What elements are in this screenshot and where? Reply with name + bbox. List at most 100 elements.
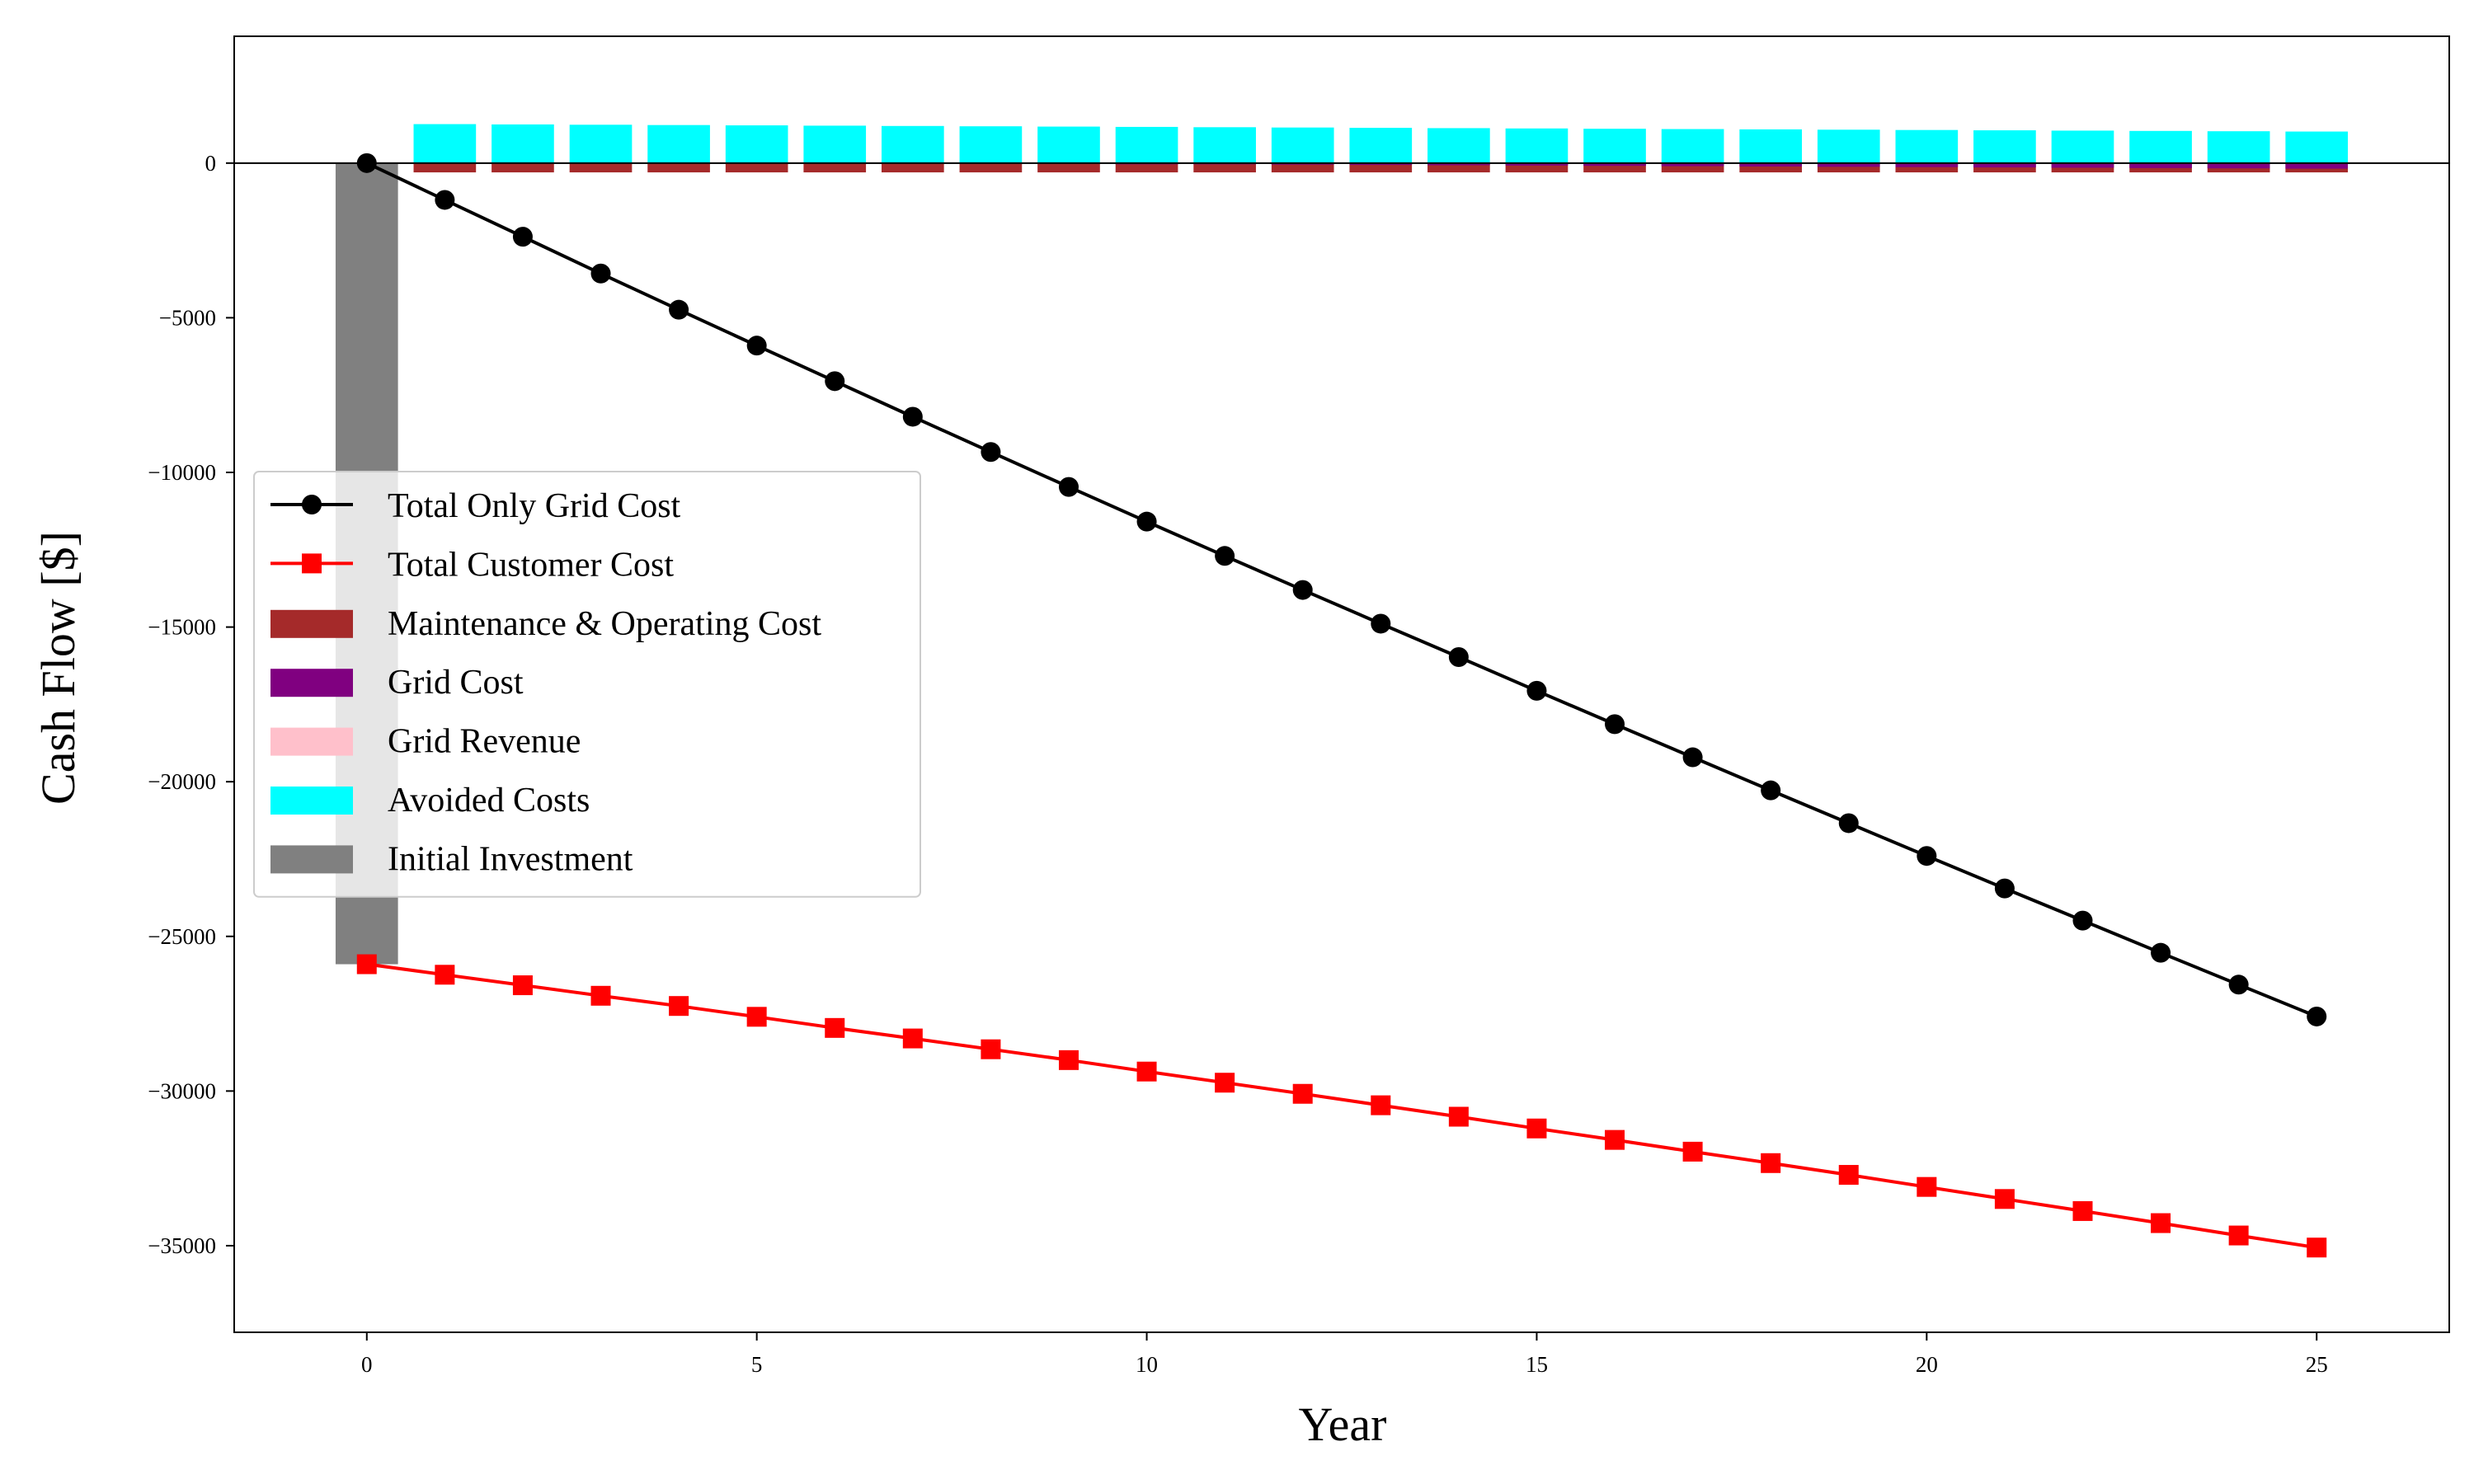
line-series-total-only-grid-cost bbox=[356, 153, 2327, 1026]
bar-grid-cost-year-18 bbox=[1739, 162, 1803, 167]
bar-avoided-costs-year-22 bbox=[2051, 130, 2114, 163]
point-total-only-grid-cost-year-25 bbox=[2307, 1006, 2327, 1026]
point-total-customer-cost-year-14 bbox=[1448, 1106, 1469, 1127]
y-tick-label--35000: −35000 bbox=[148, 1233, 216, 1258]
bar-maintenance-and-operating-cost-year-14 bbox=[1427, 162, 1490, 173]
legend-label: Grid Cost bbox=[388, 664, 524, 702]
point-total-customer-cost-year-1 bbox=[435, 965, 455, 985]
bar-avoided-costs-year-14 bbox=[1427, 128, 1490, 163]
point-total-only-grid-cost-year-18 bbox=[1761, 780, 1781, 801]
point-total-customer-cost-year-16 bbox=[1605, 1129, 1625, 1150]
point-total-only-grid-cost-year-20 bbox=[1917, 846, 1937, 866]
point-total-customer-cost-year-2 bbox=[512, 975, 533, 996]
legend-label: Grid Revenue bbox=[388, 723, 581, 761]
x-tick-label-20: 20 bbox=[1916, 1352, 1938, 1377]
point-total-customer-cost-year-12 bbox=[1292, 1083, 1313, 1104]
bar-maintenance-and-operating-cost-year-10 bbox=[1115, 162, 1178, 173]
y-tick-label--5000: −5000 bbox=[159, 305, 216, 330]
point-total-customer-cost-year-23 bbox=[2151, 1213, 2171, 1233]
legend-marker bbox=[302, 495, 322, 514]
bar-grid-cost-year-24 bbox=[2207, 162, 2270, 169]
bar-avoided-costs-year-5 bbox=[725, 125, 788, 163]
legend-item-grid-revenue: Grid Revenue bbox=[270, 723, 581, 761]
point-total-only-grid-cost-year-16 bbox=[1605, 714, 1625, 735]
point-total-customer-cost-year-5 bbox=[746, 1007, 767, 1027]
legend-label: Initial Investment bbox=[388, 840, 633, 878]
y-tick-label--15000: −15000 bbox=[148, 615, 216, 640]
bar-avoided-costs-year-20 bbox=[1895, 129, 1959, 163]
y-axis-title: Cash Flow [$] bbox=[31, 531, 85, 805]
line-total-customer-cost bbox=[366, 962, 2317, 1250]
legend-item-maintenance-and-operating-cost: Maintenance & Operating Cost bbox=[270, 605, 821, 643]
legend-patch-swatch bbox=[270, 787, 353, 815]
axes: 0 5 10 15 20 25 0 −5000 −10000 −15000 −20000 −25000… bbox=[148, 35, 2450, 1377]
legend-item-avoided-costs: Avoided Costs bbox=[270, 782, 590, 819]
x-tick-label-0: 0 bbox=[361, 1352, 373, 1377]
legend-item-total-only-grid-cost: Total Only Grid Cost bbox=[270, 487, 681, 525]
point-total-customer-cost-year-15 bbox=[1526, 1118, 1547, 1139]
point-total-only-grid-cost-year-11 bbox=[1215, 546, 1235, 566]
point-total-only-grid-cost-year-21 bbox=[1994, 878, 2015, 899]
bar-avoided-costs-year-7 bbox=[881, 125, 944, 163]
point-total-customer-cost-year-7 bbox=[902, 1028, 923, 1049]
point-total-only-grid-cost-year-15 bbox=[1526, 680, 1547, 701]
bar-maintenance-and-operating-cost-year-19 bbox=[1817, 162, 1880, 173]
bar-maintenance-and-operating-cost-year-7 bbox=[881, 162, 944, 173]
legend-label: Avoided Costs bbox=[388, 782, 590, 819]
point-total-customer-cost-year-6 bbox=[825, 1017, 845, 1038]
point-total-only-grid-cost-year-10 bbox=[1136, 511, 1157, 532]
point-total-customer-cost-year-0 bbox=[356, 954, 377, 974]
point-total-customer-cost-year-13 bbox=[1371, 1095, 1391, 1115]
bar-avoided-costs-year-3 bbox=[569, 124, 633, 163]
y-tick-label-0: 0 bbox=[205, 151, 217, 176]
point-total-customer-cost-year-25 bbox=[2307, 1237, 2327, 1258]
point-total-customer-cost-year-17 bbox=[1682, 1141, 1703, 1162]
bar-avoided-costs-year-23 bbox=[2129, 130, 2192, 163]
bar-avoided-costs-year-11 bbox=[1193, 127, 1256, 163]
legend-patch-swatch bbox=[270, 609, 353, 638]
point-total-customer-cost-year-22 bbox=[2072, 1200, 2093, 1221]
bar-avoided-costs-year-16 bbox=[1583, 129, 1646, 163]
bar-grid-cost-year-23 bbox=[2129, 162, 2192, 168]
legend-patch-swatch bbox=[270, 845, 353, 874]
point-total-only-grid-cost-year-12 bbox=[1292, 580, 1313, 600]
bar-maintenance-and-operating-cost-year-12 bbox=[1271, 162, 1334, 173]
point-total-only-grid-cost-year-0 bbox=[356, 153, 377, 173]
legend-patch-swatch bbox=[270, 727, 353, 756]
bar-maintenance-and-operating-cost-year-13 bbox=[1349, 162, 1413, 173]
legend-item-total-customer-cost: Total Customer Cost bbox=[270, 546, 674, 584]
bar-grid-cost-year-19 bbox=[1817, 162, 1880, 167]
point-total-only-grid-cost-year-19 bbox=[1838, 813, 1859, 834]
point-total-only-grid-cost-year-5 bbox=[746, 336, 767, 356]
point-total-only-grid-cost-year-17 bbox=[1682, 747, 1703, 768]
bar-maintenance-and-operating-cost-year-3 bbox=[569, 162, 633, 173]
bar-avoided-costs-year-19 bbox=[1817, 129, 1880, 163]
point-total-customer-cost-year-10 bbox=[1136, 1061, 1157, 1082]
bar-avoided-costs-year-17 bbox=[1661, 129, 1724, 163]
bar-avoided-costs-year-18 bbox=[1739, 129, 1803, 163]
y-tick-label--25000: −25000 bbox=[148, 924, 216, 949]
bar-maintenance-and-operating-cost-year-9 bbox=[1037, 162, 1100, 173]
bar-avoided-costs-year-10 bbox=[1115, 126, 1178, 163]
point-total-only-grid-cost-year-7 bbox=[902, 406, 923, 427]
bar-maintenance-and-operating-cost-year-11 bbox=[1193, 162, 1256, 173]
bar-avoided-costs-year-6 bbox=[803, 125, 867, 163]
bar-maintenance-and-operating-cost-year-6 bbox=[803, 162, 867, 173]
bar-avoided-costs-year-24 bbox=[2207, 131, 2270, 163]
point-total-customer-cost-year-24 bbox=[2228, 1225, 2249, 1246]
legend-label: Total Customer Cost bbox=[388, 546, 674, 584]
point-total-customer-cost-year-4 bbox=[669, 996, 689, 1017]
y-tick-label--20000: −20000 bbox=[148, 769, 216, 794]
bar-avoided-costs-year-8 bbox=[959, 126, 1023, 163]
x-tick-label-25: 25 bbox=[2306, 1352, 2328, 1377]
bar-avoided-costs-year-12 bbox=[1271, 127, 1334, 163]
bar-series-avoided-costs bbox=[413, 124, 2349, 163]
bar-avoided-costs-year-9 bbox=[1037, 126, 1100, 163]
bar-avoided-costs-year-25 bbox=[2285, 131, 2349, 163]
point-total-only-grid-cost-year-4 bbox=[669, 299, 689, 320]
x-tick-label-10: 10 bbox=[1136, 1352, 1158, 1377]
point-total-only-grid-cost-year-2 bbox=[512, 227, 533, 247]
legend: Total Only Grid Cost Total Customer Cost M… bbox=[253, 471, 921, 898]
bar-avoided-costs-year-15 bbox=[1505, 128, 1569, 163]
